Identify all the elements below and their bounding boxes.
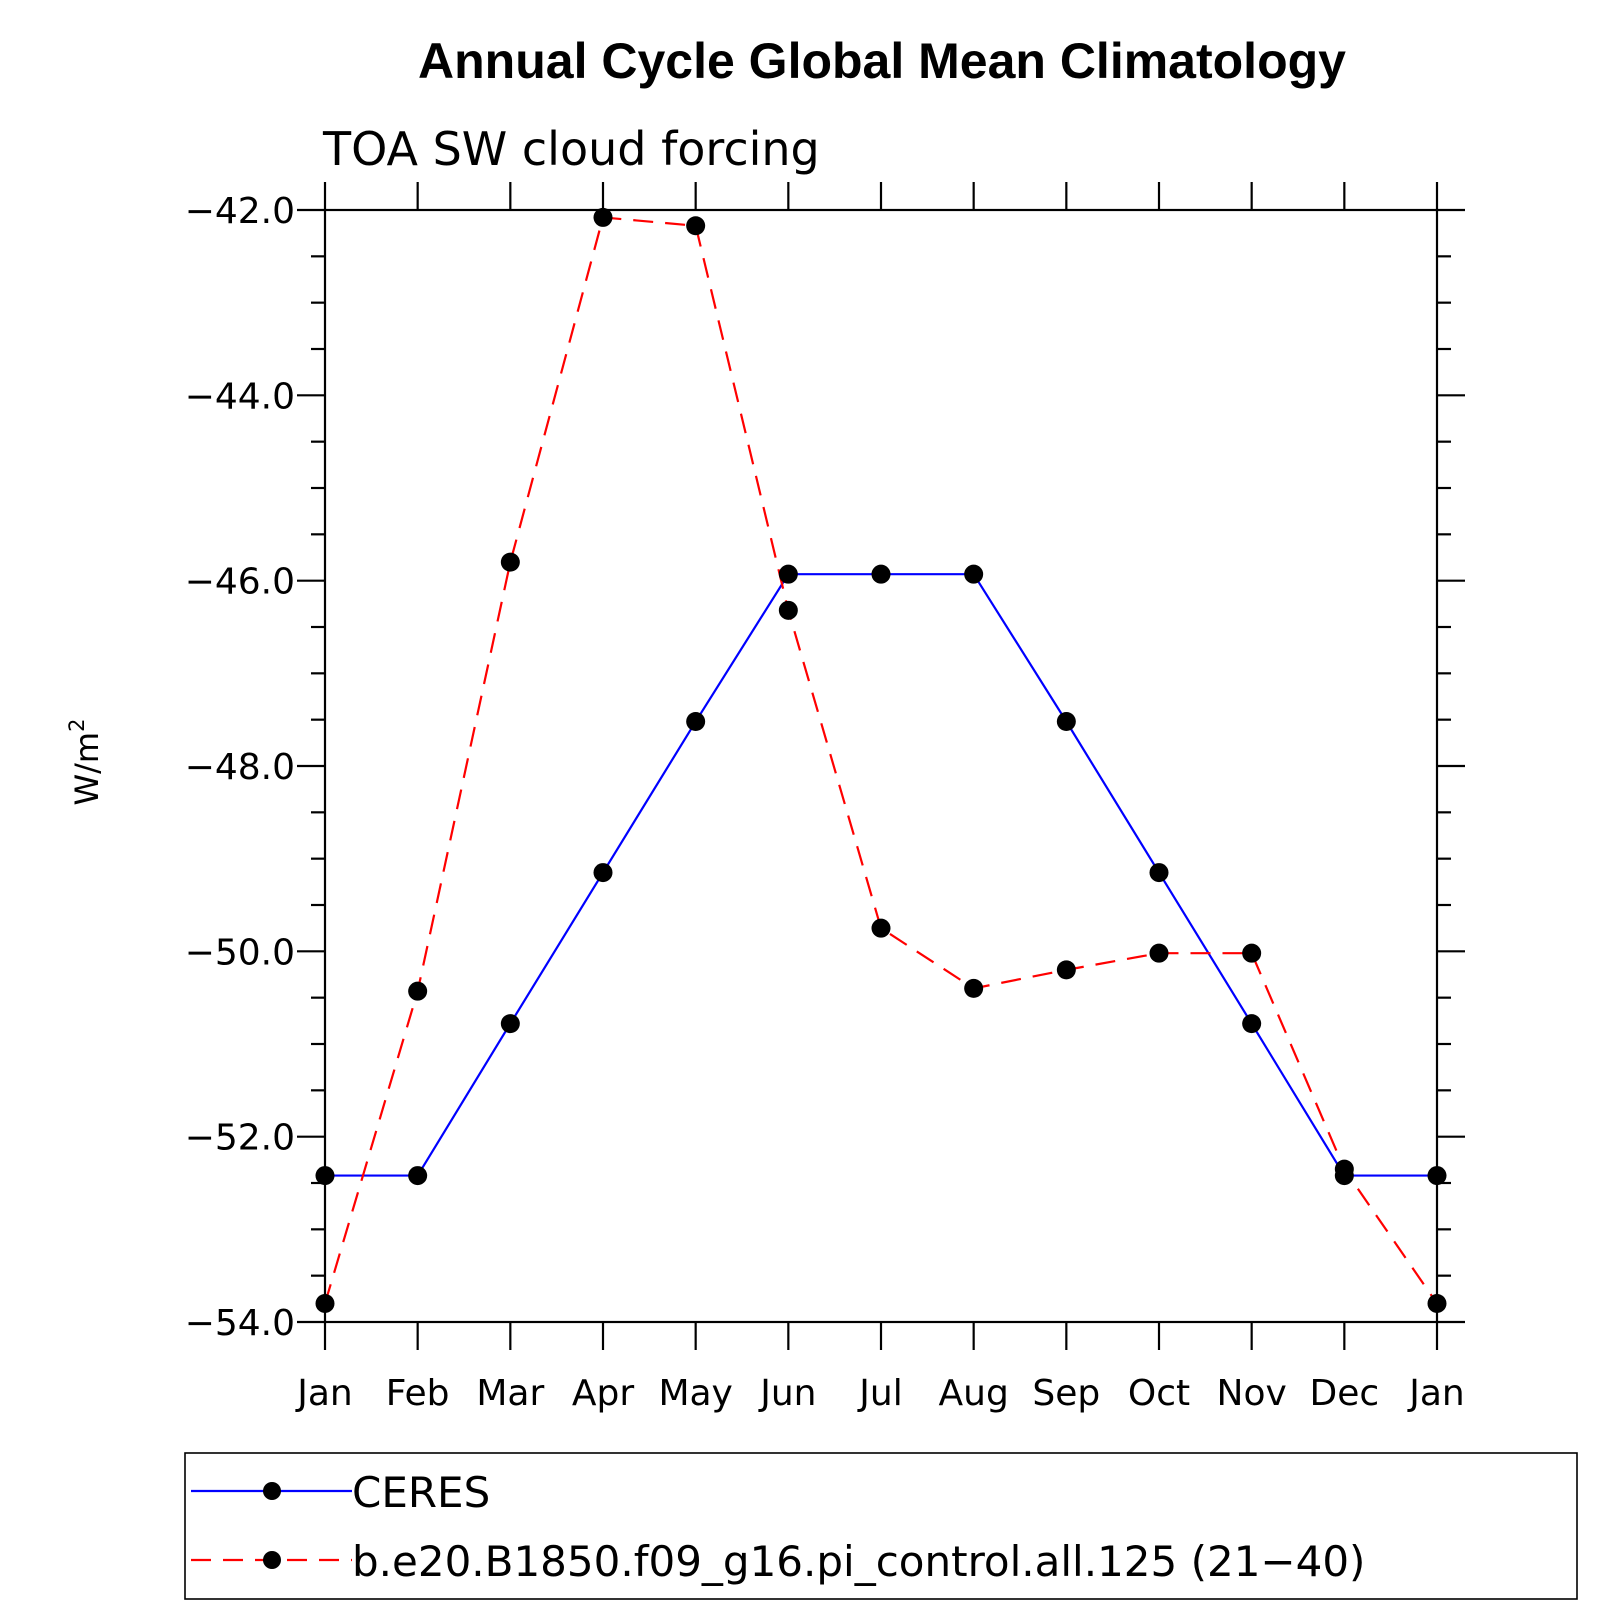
x-tick-label: Jan	[1407, 1373, 1465, 1414]
x-tick-label: Oct	[1128, 1373, 1190, 1414]
series-0-point	[686, 712, 706, 732]
series-0-point	[593, 863, 613, 883]
svg-text:W/m2: W/m2	[65, 719, 106, 806]
series-1-point	[1242, 943, 1262, 963]
series-1-point	[1149, 943, 1169, 963]
series-1-point	[1334, 1159, 1354, 1179]
series-0-point	[1149, 863, 1169, 883]
legend-box	[184, 1452, 1578, 1600]
series-1-point	[871, 918, 891, 938]
series-0-point	[1242, 1014, 1262, 1034]
series-0-point	[408, 1166, 428, 1186]
legend-label-ceres: CERES	[352, 1468, 490, 1517]
x-tick-label: Dec	[1309, 1373, 1379, 1414]
series-1-point	[500, 552, 520, 572]
y-tick-label: −50.0	[185, 932, 295, 973]
legend-marker-model	[263, 1551, 281, 1569]
series-1-point	[593, 207, 613, 227]
x-tick-label: Sep	[1032, 1373, 1100, 1414]
axis-ticks	[297, 182, 1465, 1350]
x-tick-label: Jan	[295, 1373, 353, 1414]
x-tick-label: Jul	[857, 1373, 902, 1414]
y-tick-labels: −42.0 −44.0 −46.0 −48.0 −50.0 −52.0 −54.0	[185, 191, 295, 1344]
series-1-point	[778, 600, 798, 620]
legend-item-ceres: CERES	[191, 1468, 490, 1517]
x-tick-label: May	[658, 1373, 732, 1414]
series-1-point	[408, 981, 428, 1001]
y-tick-label: −46.0	[185, 562, 295, 603]
y-axis-label-text: W/m	[68, 732, 106, 806]
x-tick-label: Mar	[476, 1373, 544, 1414]
y-tick-label: −48.0	[185, 747, 295, 788]
series-0-point	[871, 564, 891, 584]
chart-title: Annual Cycle Global Mean Climatology	[418, 33, 1346, 89]
y-tick-label: −42.0	[185, 191, 295, 232]
series-layer	[315, 207, 1447, 1313]
legend-item-model: b.e20.B1850.f09_g16.pi_control.all.125 (…	[191, 1537, 1365, 1586]
x-tick-label: Jun	[758, 1373, 816, 1414]
series-1-point	[1427, 1293, 1447, 1313]
series-1-point	[315, 1293, 335, 1313]
legend-marker-ceres	[263, 1482, 281, 1500]
plot-frame	[323, 208, 1439, 1324]
series-0-point	[1427, 1166, 1447, 1186]
x-tick-label: Apr	[572, 1373, 634, 1414]
series-0-point	[315, 1166, 335, 1186]
x-tick-label: Aug	[939, 1373, 1009, 1414]
x-tick-labels: Jan Feb Mar Apr May Jun Jul Aug Sep Oct Nov Dec Jan	[295, 1373, 1465, 1414]
chart-subtitle: TOA SW cloud forcing	[322, 122, 820, 176]
series-line-1	[323, 216, 1438, 1305]
series-1-point	[1056, 960, 1076, 980]
y-tick-label: −44.0	[185, 376, 295, 417]
series-0-point	[964, 564, 984, 584]
series-line-0	[325, 573, 1437, 1177]
series-1-point	[686, 216, 706, 236]
y-tick-label: −52.0	[185, 1118, 295, 1159]
series-0-point	[778, 564, 798, 584]
y-axis-label-superscript: 2	[65, 719, 89, 732]
series-1-point	[964, 978, 984, 998]
legend-label-model: b.e20.B1850.f09_g16.pi_control.all.125 (…	[352, 1537, 1365, 1586]
series-0-point	[500, 1014, 520, 1034]
x-tick-label: Feb	[386, 1373, 450, 1414]
y-tick-label: −54.0	[185, 1303, 295, 1344]
x-tick-label: Nov	[1217, 1373, 1287, 1414]
series-0-point	[1056, 712, 1076, 732]
y-axis-label: W/m2	[65, 719, 106, 806]
